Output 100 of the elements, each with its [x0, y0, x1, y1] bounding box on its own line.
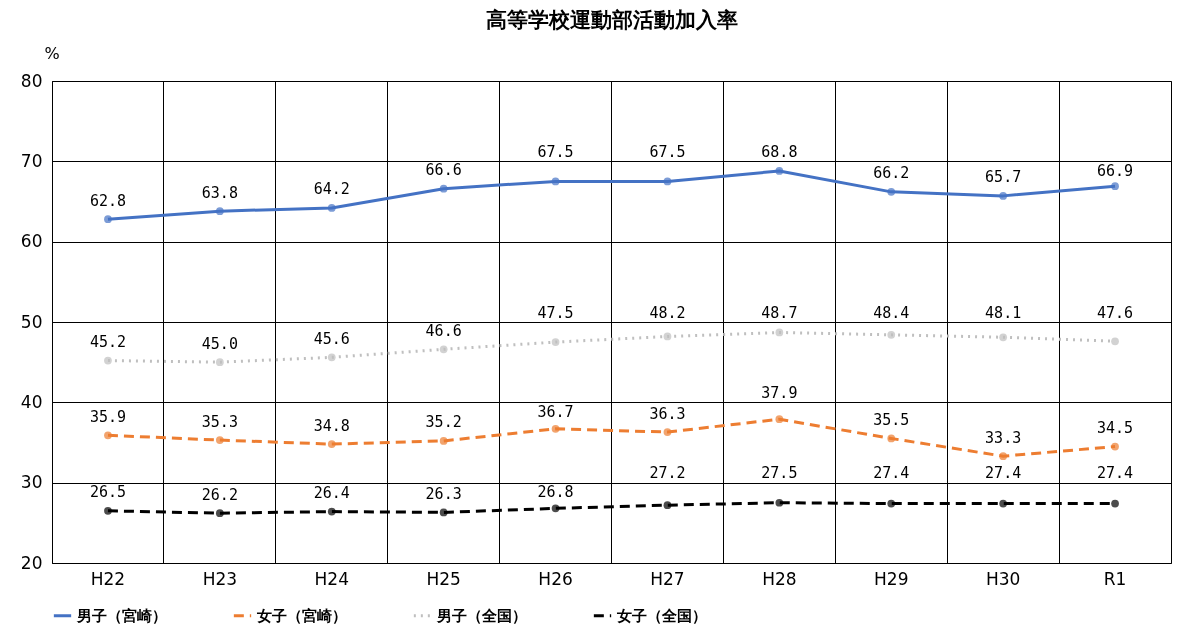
point: [104, 506, 112, 515]
point: [215, 207, 224, 216]
legend-label: 女子（宮崎）: [256, 606, 347, 625]
data-label: 67.5: [649, 143, 686, 162]
data-label: 62.8: [89, 191, 127, 210]
point: [551, 338, 560, 346]
data-label: 34.5: [1096, 419, 1134, 438]
data-label: 26.8: [537, 482, 574, 501]
x-tick-label: H30: [985, 568, 1021, 589]
data-label: 48.4: [873, 303, 910, 322]
data-label: 65.7: [985, 168, 1022, 187]
point: [327, 440, 336, 448]
point: [999, 333, 1008, 342]
y-tick-label: 20: [20, 552, 43, 573]
data-label: 63.8: [201, 183, 238, 202]
data-label: 66.9: [1096, 161, 1134, 180]
point: [327, 507, 336, 516]
data-label: 34.8: [313, 416, 350, 435]
data-label: 35.9: [89, 407, 127, 426]
point: [887, 499, 896, 508]
point: [439, 508, 448, 517]
data-label: 48.1: [985, 303, 1022, 322]
point: [439, 345, 448, 354]
point: [215, 358, 224, 367]
legend-label: 男子（全国）: [436, 606, 527, 625]
point: [663, 332, 672, 341]
data-label: 26.2: [201, 485, 238, 504]
data-label: 47.5: [537, 303, 574, 322]
data-label: 26.3: [425, 484, 462, 503]
x-tick-label: H25: [426, 568, 461, 589]
point: [999, 499, 1008, 508]
point: [663, 177, 672, 186]
point: [551, 177, 560, 186]
data-label: 27.2: [649, 464, 686, 483]
point: [887, 330, 896, 339]
x-tick-label: R1: [1103, 568, 1127, 589]
data-label: 35.2: [425, 413, 462, 432]
y-tick-label: 80: [20, 70, 43, 91]
point: [327, 204, 336, 212]
point: [775, 498, 784, 507]
data-label: 36.7: [537, 402, 574, 421]
y-tick-label: 60: [20, 231, 43, 252]
x-tick-label: H26: [538, 568, 573, 589]
data-label: 68.8: [761, 143, 798, 162]
point: [1111, 499, 1119, 508]
data-label: 33.3: [985, 428, 1022, 447]
point: [663, 428, 672, 436]
point: [439, 437, 448, 445]
x-tick-label: H24: [314, 568, 349, 589]
point: [775, 415, 784, 424]
point: [104, 215, 112, 224]
point: [663, 501, 672, 510]
point: [775, 328, 784, 337]
point: [887, 187, 896, 196]
point: [104, 356, 112, 365]
data-label: 67.5: [537, 143, 574, 162]
data-label: 66.2: [873, 164, 910, 183]
data-label: 27.4: [985, 464, 1022, 483]
point: [215, 436, 224, 444]
legend-label: 女子（全国）: [616, 606, 707, 625]
y-tick-label: 40: [20, 391, 43, 412]
data-label: 45.0: [201, 334, 238, 353]
point: [551, 504, 560, 513]
data-label: 66.6: [425, 161, 462, 180]
point: [775, 167, 784, 175]
data-label: 27.5: [761, 464, 798, 483]
chart-title: 高等学校運動部活動加入率: [485, 8, 738, 32]
point: [1111, 182, 1119, 191]
x-tick-label: H28: [762, 568, 797, 589]
x-tick-label: H27: [650, 568, 685, 589]
data-label: 64.2: [313, 180, 350, 199]
y-tick-label: 30: [20, 472, 43, 493]
data-label: 27.4: [873, 464, 910, 483]
x-tick-label: H29: [874, 568, 909, 589]
data-label: 47.6: [1096, 303, 1134, 322]
point: [327, 353, 336, 362]
data-label: 27.4: [1096, 464, 1134, 483]
data-label: 48.2: [649, 303, 686, 322]
y-axis-title: %: [44, 43, 60, 63]
data-label: 26.5: [89, 483, 127, 502]
data-label: 46.6: [425, 321, 462, 340]
x-tick-label: H22: [90, 568, 126, 589]
point: [439, 184, 448, 193]
y-tick-label: 50: [20, 311, 43, 332]
data-label: 26.4: [313, 484, 350, 503]
point: [104, 431, 112, 440]
data-label: 45.6: [313, 329, 350, 348]
data-label: 48.7: [761, 303, 798, 322]
point: [1111, 337, 1119, 346]
point: [887, 434, 896, 443]
data-label: 37.9: [761, 384, 798, 403]
x-tick-label: H23: [202, 568, 238, 589]
y-tick-label: 70: [20, 150, 43, 171]
point: [215, 509, 224, 518]
point: [999, 192, 1008, 200]
point: [551, 424, 560, 433]
point: [1111, 442, 1119, 451]
data-label: 45.2: [89, 333, 127, 352]
legend-label: 男子（宮崎）: [76, 606, 167, 625]
data-label: 35.3: [201, 412, 238, 431]
